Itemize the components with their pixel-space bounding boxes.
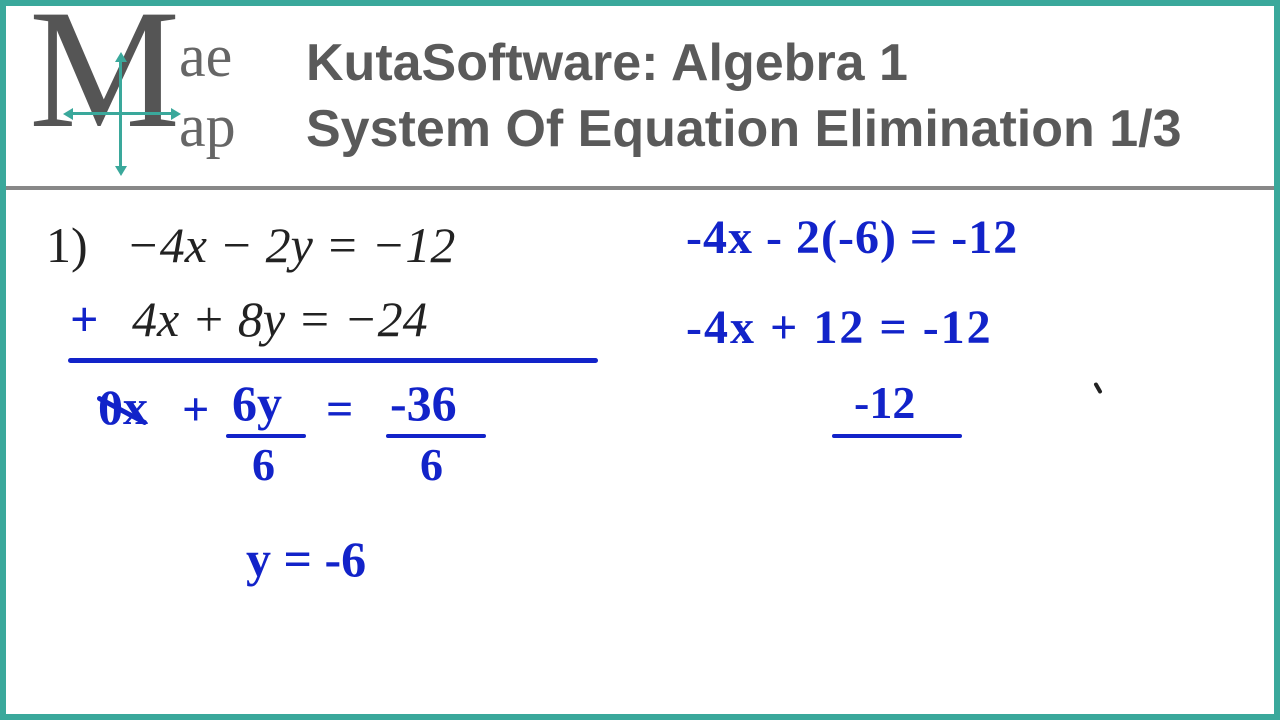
logo-letter-m: M bbox=[29, 0, 174, 167]
equals-work: = bbox=[326, 382, 353, 437]
logo-container: M ae ap bbox=[6, 6, 296, 186]
logo-text-ae: ae bbox=[179, 22, 232, 91]
y-result: y = -6 bbox=[246, 530, 366, 588]
frac2-top: -36 bbox=[390, 374, 457, 432]
title-line-1: KutaSoftware: Algebra 1 bbox=[306, 33, 908, 93]
title-line-2: System Of Equation Elimination 1/3 bbox=[306, 99, 1182, 159]
sub-line-2: -4x + 12 = -12 bbox=[686, 300, 993, 355]
workspace: 1) −4x − 2y = −12 + 4x + 8y = −24 0x + 6… bbox=[6, 190, 1274, 710]
frac1-top: 6y bbox=[232, 374, 282, 432]
problem-number: 1) bbox=[46, 216, 88, 274]
sub-line-1: -4x - 2(-6) = -12 bbox=[686, 210, 1018, 265]
plus-sign: + bbox=[70, 290, 99, 348]
logo-arrow-horizontal-icon bbox=[71, 112, 173, 115]
pen-mark-icon bbox=[1093, 382, 1102, 394]
equation-1: −4x − 2y = −12 bbox=[126, 216, 455, 274]
frac1-bot: 6 bbox=[252, 438, 275, 491]
sub-underline bbox=[832, 434, 962, 438]
addition-underline bbox=[68, 358, 598, 363]
title-block: KutaSoftware: Algebra 1 System Of Equati… bbox=[296, 6, 1274, 186]
zero-x: 0x bbox=[98, 378, 148, 436]
equation-2: 4x + 8y = −24 bbox=[132, 290, 428, 348]
sub-line-3: -12 bbox=[854, 376, 915, 429]
plus-work: + bbox=[182, 382, 209, 437]
header: M ae ap KutaSoftware: Algebra 1 System O… bbox=[6, 6, 1274, 190]
maemap-logo: M ae ap bbox=[41, 16, 281, 176]
frac2-bot: 6 bbox=[420, 438, 443, 491]
logo-text-ap: ap bbox=[179, 92, 236, 161]
lesson-frame: M ae ap KutaSoftware: Algebra 1 System O… bbox=[0, 0, 1280, 720]
